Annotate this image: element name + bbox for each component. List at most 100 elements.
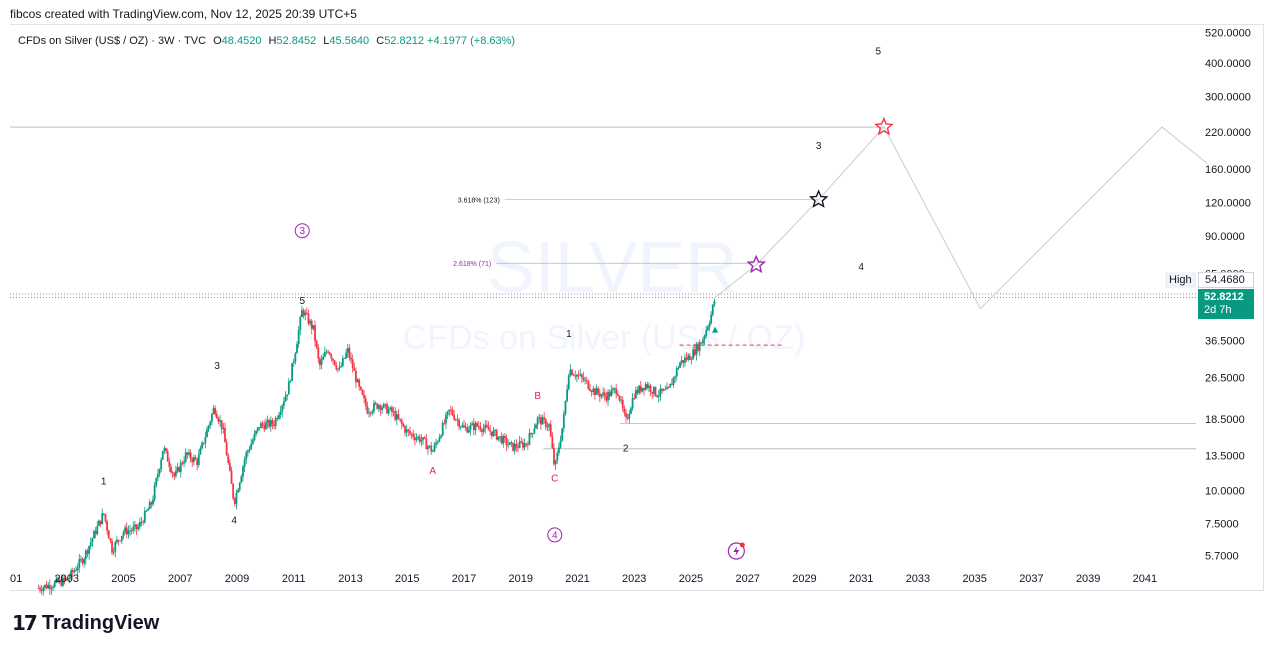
candle-body <box>536 417 539 425</box>
candle-404 <box>698 339 701 356</box>
candle-body <box>626 417 629 419</box>
candle-392 <box>679 361 681 369</box>
wave-label-11: 5 <box>875 47 881 58</box>
candle-body <box>610 390 613 397</box>
target-star-icon-1 <box>808 189 829 208</box>
candle-171 <box>317 344 320 364</box>
candle-11 <box>55 576 58 584</box>
candle-283 <box>500 432 503 445</box>
candle-body <box>152 499 154 505</box>
candle-315 <box>553 443 555 466</box>
candle-366 <box>636 386 639 396</box>
candle-body <box>355 370 357 383</box>
candle-body <box>682 360 685 363</box>
candle-64 <box>142 519 145 526</box>
candle-226 <box>407 428 410 437</box>
candle-body <box>706 327 709 330</box>
candle-22 <box>73 567 76 574</box>
candle-body <box>116 539 118 543</box>
candle-body <box>616 394 619 396</box>
candle-335 <box>585 377 588 384</box>
candle-131 <box>251 437 254 446</box>
candle-409 <box>706 325 709 331</box>
candle-body <box>170 466 172 473</box>
tradingview-logo[interactable]: 17 TradingView <box>12 611 159 635</box>
candle-201 <box>366 401 369 415</box>
candle-134 <box>256 426 259 434</box>
candle-body <box>523 443 526 448</box>
candle-body <box>531 433 534 435</box>
candle-399 <box>690 356 693 365</box>
candle-237 <box>425 434 428 450</box>
candle-body <box>679 362 681 368</box>
candle-147 <box>278 411 280 421</box>
candle-69 <box>150 501 153 509</box>
candle-body <box>353 368 356 371</box>
candle-body <box>495 430 498 440</box>
candle-body <box>369 412 372 414</box>
candle-body <box>528 433 531 445</box>
fib-level-label-1: 2.618% (71) <box>453 261 491 268</box>
candle-37 <box>98 519 100 527</box>
candle-336 <box>587 380 590 391</box>
candle-279 <box>494 428 496 436</box>
candle-body <box>600 394 603 397</box>
candle-199 <box>363 390 366 404</box>
candle-240 <box>430 442 433 455</box>
candle-61 <box>137 523 140 532</box>
candle-44 <box>109 537 112 544</box>
candle-98 <box>197 449 200 468</box>
candle-body <box>644 384 647 390</box>
candle-body <box>204 437 207 444</box>
candle-body <box>484 424 487 429</box>
candle-9 <box>52 584 55 592</box>
time-axis-label-11: 2023 <box>622 573 646 585</box>
candle-body <box>140 521 143 523</box>
candle-80 <box>168 457 171 472</box>
candle-194 <box>355 367 357 389</box>
candle-122 <box>237 488 239 494</box>
candle-body <box>500 436 503 444</box>
candle-192 <box>351 354 354 373</box>
candle-141 <box>268 418 271 429</box>
candle-207 <box>376 402 379 410</box>
candle-body <box>66 578 69 580</box>
candle-body <box>332 358 334 361</box>
candle-378 <box>656 394 659 399</box>
high-badge-label: High <box>1165 272 1196 288</box>
candle-body <box>667 387 670 389</box>
candle-body <box>279 411 282 415</box>
attribution-text: fibcos created with TradingView.com, Nov… <box>10 7 357 21</box>
candle-body <box>577 374 580 376</box>
price-axis-label-11: 13.5000 <box>1205 450 1245 462</box>
candle-body <box>296 344 298 354</box>
time-axis-label-2: 2005 <box>111 573 135 585</box>
candle-body <box>160 459 163 470</box>
candle-body <box>533 428 536 434</box>
candle-body <box>700 342 703 344</box>
candle-65 <box>143 507 146 524</box>
candle-6 <box>47 581 50 590</box>
candle-110 <box>217 416 220 425</box>
candle-body <box>80 558 82 560</box>
candle-body <box>240 476 243 483</box>
candle-body <box>174 471 177 477</box>
candle-382 <box>662 388 665 392</box>
candle-139 <box>265 418 267 430</box>
candle-body <box>150 502 153 505</box>
candle-body <box>657 395 660 398</box>
candle-271 <box>481 428 483 437</box>
candle-body <box>391 407 393 413</box>
candle-322 <box>564 400 567 416</box>
price-axis-label-4: 160.0000 <box>1205 164 1251 176</box>
candle-body <box>670 383 673 385</box>
legend-low: 45.5640 <box>329 35 370 47</box>
candle-body <box>364 398 367 406</box>
candle-121 <box>235 489 238 510</box>
candle-body <box>503 436 506 438</box>
candle-body <box>47 584 50 589</box>
candle-body <box>373 403 375 412</box>
candle-body <box>459 426 462 428</box>
candle-326 <box>571 368 573 376</box>
